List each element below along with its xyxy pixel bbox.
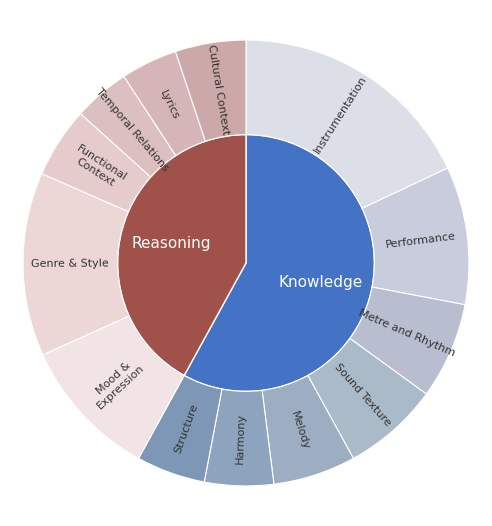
Text: Performance: Performance [384, 231, 456, 250]
Wedge shape [184, 135, 374, 391]
Text: Mood &
Expression: Mood & Expression [88, 354, 147, 411]
Text: Temporal Relations: Temporal Relations [93, 86, 170, 173]
Wedge shape [262, 376, 353, 484]
Text: Cultural Context: Cultural Context [206, 44, 230, 136]
Text: Instrumentation: Instrumentation [312, 74, 369, 155]
Wedge shape [308, 338, 427, 458]
Wedge shape [362, 168, 469, 305]
Wedge shape [139, 376, 222, 482]
Wedge shape [81, 76, 176, 177]
Wedge shape [350, 287, 465, 394]
Text: Knowledge: Knowledge [278, 275, 363, 290]
Text: Reasoning: Reasoning [132, 236, 211, 251]
Text: Structure: Structure [173, 402, 200, 454]
Text: Melody: Melody [289, 409, 311, 451]
Wedge shape [124, 52, 205, 156]
Wedge shape [118, 135, 246, 376]
Text: Sound Texture: Sound Texture [332, 361, 392, 428]
Text: Lyrics: Lyrics [158, 88, 181, 121]
Wedge shape [176, 40, 246, 141]
Wedge shape [204, 389, 274, 486]
Text: Functional
Context: Functional Context [68, 143, 128, 193]
Text: Metre and Rhythm: Metre and Rhythm [358, 308, 457, 358]
Wedge shape [246, 40, 448, 208]
Text: Harmony: Harmony [235, 413, 246, 464]
Wedge shape [42, 114, 151, 211]
Wedge shape [23, 174, 129, 355]
Text: Genre & Style: Genre & Style [31, 259, 109, 269]
Wedge shape [43, 316, 184, 458]
